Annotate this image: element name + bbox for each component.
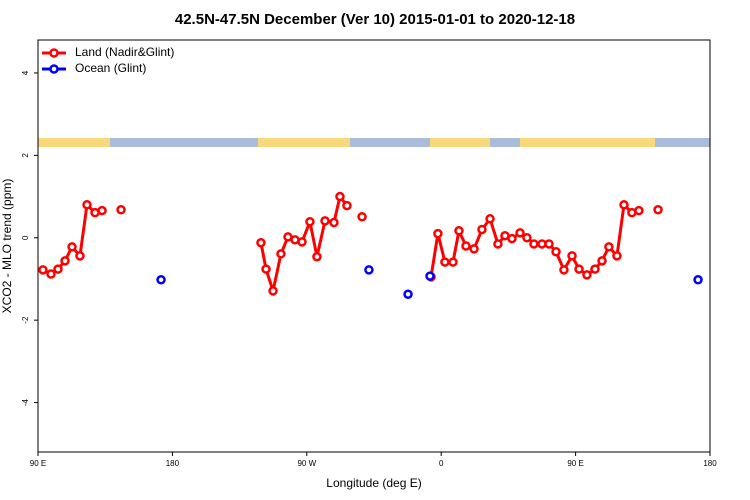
data-point [454,226,464,236]
data-point [329,217,339,228]
data-point [116,204,126,215]
data-point [493,239,503,249]
data-point [46,269,56,279]
data-point [559,265,569,275]
plot-frame [37,39,711,453]
data-point [485,214,495,224]
data-point [582,270,592,280]
x-tick-label: 90 E [30,459,46,468]
legend-label: Land (Nadir&Glint) [75,45,174,59]
y-tick-label: -2 [21,316,30,324]
data-point [297,237,307,247]
x-tick-label: 90 W [297,459,316,468]
data-point [276,249,286,259]
data-point [522,233,532,243]
legend-label: Ocean (Glint) [75,61,146,75]
legend-marker [49,48,59,58]
data-point [448,257,458,267]
data-point [551,247,561,257]
land-mask-strip [38,138,710,147]
data-point [67,242,77,252]
data-point [425,271,435,281]
x-axis-label: Longitude (deg E) [326,476,421,490]
data-point [75,251,85,261]
data-point [97,205,107,216]
x-tick-label: 0 [439,459,444,468]
chart-title: 42.5N-47.5N December (Ver 10) 2015-01-01… [175,11,575,28]
data-point [38,265,48,275]
data-point [634,205,644,216]
data-point [619,200,629,210]
data-point [597,256,607,266]
data-point [268,286,278,296]
data-point [357,211,367,222]
data-point [403,289,413,299]
data-point [653,204,663,215]
data-point [364,265,374,275]
data-point [335,191,345,202]
data-point [433,228,443,239]
data-point [544,239,554,249]
data-point [440,257,450,267]
x-tick-label: 180 [703,459,717,468]
series-line [43,197,658,291]
data-point [461,241,471,251]
data-point [574,264,584,274]
data-point [320,216,330,226]
y-tick-label: 0 [21,235,30,240]
data-point [604,242,614,252]
data-point [60,256,70,266]
data-point [53,264,63,274]
data-point [305,216,315,227]
data-point [312,251,322,262]
data-point [256,237,266,248]
y-tick-label: -4 [21,398,30,406]
data-point [469,244,479,254]
data-point [156,275,166,285]
data-point [261,264,271,274]
y-axis-label: XCO2 - MLO trend (ppm) [0,179,14,314]
data-point [529,239,539,249]
x-tick-label: 90 E [567,459,583,468]
data-point [507,233,517,244]
data-point [567,251,577,261]
data-point [82,200,92,210]
data-point [612,251,622,261]
data-point [515,228,525,238]
y-tick-label: 2 [21,153,30,158]
data-point [477,224,487,235]
data-point [693,275,703,285]
x-tick-label: 180 [166,459,180,468]
data-point [590,264,600,274]
data-point [342,200,352,211]
legend-marker [49,64,59,74]
y-tick-label: 4 [21,70,30,75]
